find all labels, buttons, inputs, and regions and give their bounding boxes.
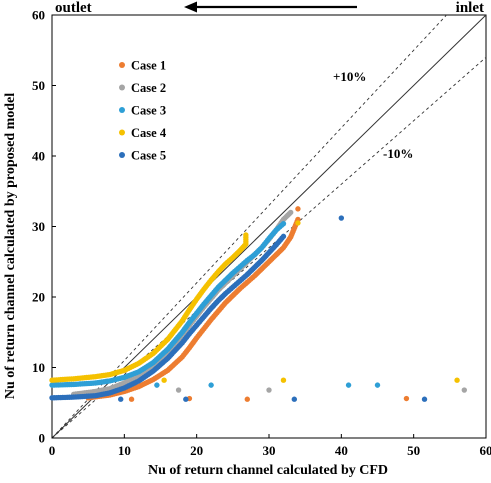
- data-point: [280, 233, 287, 240]
- data-point: [118, 396, 124, 402]
- legend-label: Case 4: [131, 126, 167, 140]
- data-point: [403, 395, 410, 402]
- data-point: [128, 396, 135, 402]
- series-5: [49, 215, 428, 402]
- x-axis-title: Nu of return channel calculated by CFD: [148, 463, 388, 478]
- minus-10-label: -10%: [383, 146, 413, 161]
- plus-10-line: [51, 14, 447, 439]
- legend: Case 1 Case 2 Case 3 Case 4 Case 5: [119, 59, 167, 163]
- data-point: [280, 220, 287, 227]
- x-tick-label: 40: [335, 443, 348, 458]
- x-tick-label: 30: [263, 443, 276, 458]
- legend-marker: [119, 84, 125, 91]
- data-points: [49, 206, 467, 402]
- y-axis-ticks: 0 10 20 30 40 50 60: [32, 8, 56, 446]
- inlet-label: inlet: [456, 0, 484, 16]
- data-point: [374, 382, 381, 388]
- parity-line: [51, 14, 487, 439]
- data-point: [295, 206, 301, 212]
- data-point: [461, 387, 467, 393]
- x-tick-label: 10: [118, 443, 131, 458]
- plus-10-label: +10%: [333, 69, 366, 84]
- y-tick-label: 40: [32, 149, 45, 164]
- x-tick-label: 50: [407, 443, 420, 458]
- data-point: [295, 220, 301, 226]
- legend-label: Case 1: [131, 59, 166, 73]
- data-point: [244, 396, 250, 402]
- data-point: [280, 377, 287, 383]
- y-tick-label: 10: [32, 360, 45, 375]
- y-tick-label: 0: [39, 431, 46, 446]
- y-axis-title: Nu of return channel calculated by propo…: [3, 93, 18, 399]
- data-point: [208, 382, 214, 388]
- data-point: [154, 382, 160, 388]
- y-tick-label: 20: [32, 290, 45, 305]
- reference-lines: [51, 14, 487, 439]
- data-point: [345, 382, 352, 388]
- data-point: [454, 377, 460, 383]
- legend-marker: [119, 152, 125, 158]
- data-point: [266, 387, 272, 393]
- legend-label: Case 3: [131, 104, 166, 118]
- data-point: [175, 387, 182, 393]
- x-tick-label: 0: [49, 443, 56, 458]
- minus-10-line: [51, 56, 487, 439]
- x-axis-ticks: 0 10 20 30 40 50 60: [49, 434, 491, 458]
- series-3: [49, 220, 381, 388]
- flow-direction-arrow: [184, 1, 357, 13]
- outlet-label: outlet: [55, 0, 92, 16]
- y-tick-label: 50: [32, 78, 45, 93]
- data-point: [291, 396, 298, 402]
- legend-marker: [119, 107, 125, 113]
- data-point: [288, 209, 294, 216]
- legend-marker: [119, 129, 125, 136]
- data-point: [338, 215, 345, 221]
- data-point: [421, 396, 428, 402]
- legend-marker: [119, 62, 125, 68]
- x-tick-label: 60: [480, 443, 491, 458]
- legend-label: Case 5: [131, 149, 166, 163]
- data-point: [161, 377, 167, 383]
- data-point: [243, 232, 249, 238]
- y-tick-label: 60: [32, 8, 45, 23]
- series-4: [49, 220, 460, 383]
- y-tick-label: 30: [32, 219, 45, 234]
- x-tick-label: 20: [190, 443, 203, 458]
- data-point: [183, 396, 189, 402]
- legend-label: Case 2: [131, 81, 166, 95]
